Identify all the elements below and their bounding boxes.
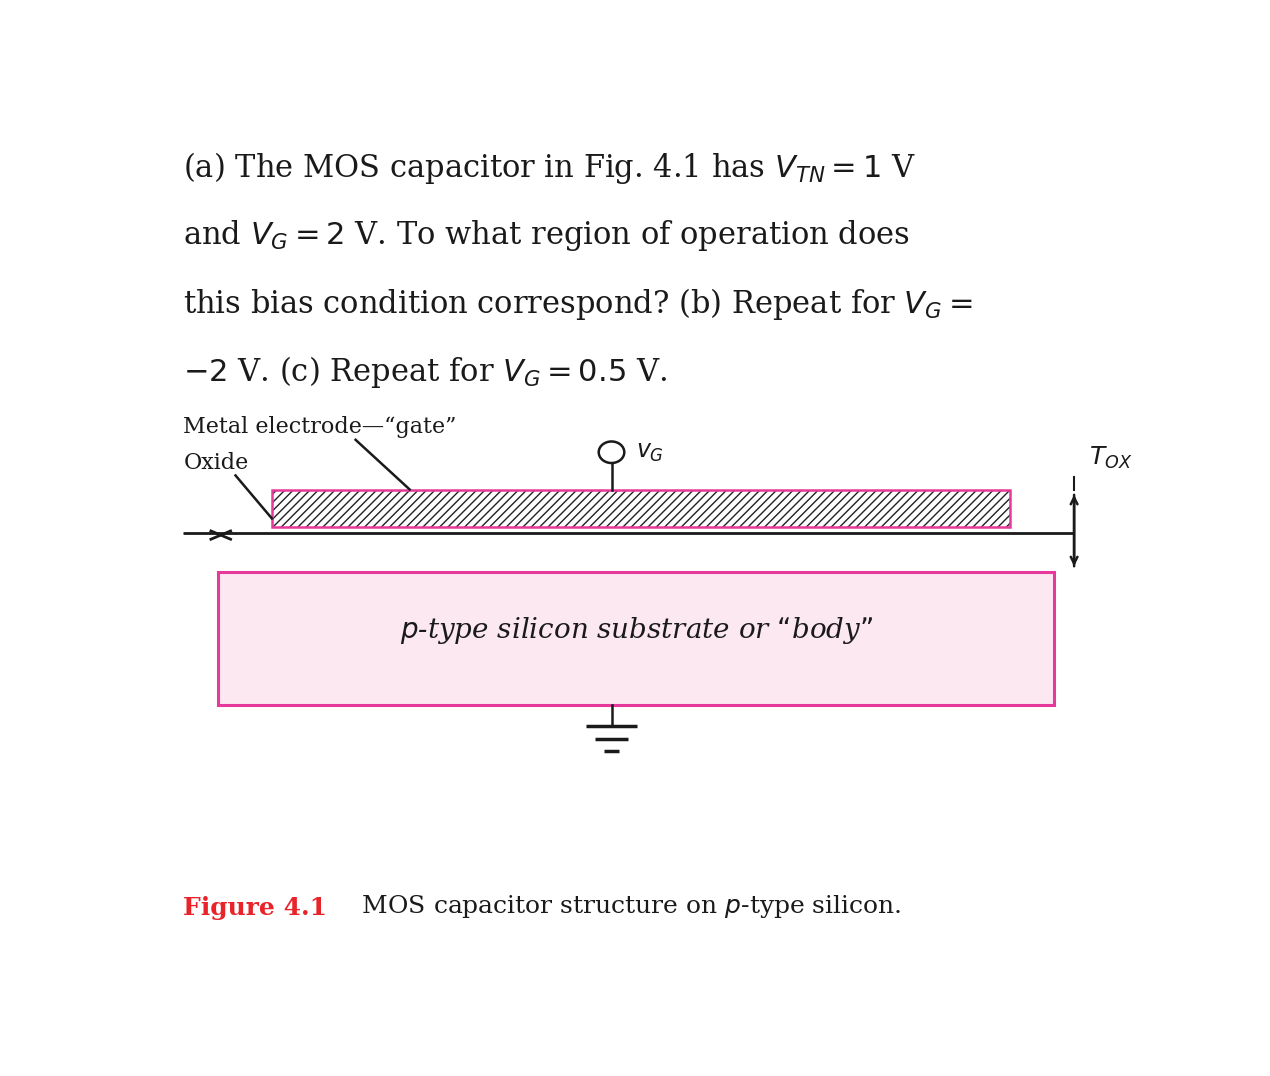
Text: Figure 4.1: Figure 4.1 xyxy=(183,896,328,920)
Bar xyxy=(272,490,1010,527)
Text: $T_{OX}$: $T_{OX}$ xyxy=(1088,445,1133,471)
Text: (a) The MOS capacitor in Fig. 4.1 has $V_{TN}=1$ V: (a) The MOS capacitor in Fig. 4.1 has $V… xyxy=(183,150,917,186)
Text: $p$-type silicon substrate or “body”: $p$-type silicon substrate or “body” xyxy=(400,614,872,646)
Text: $v_G$: $v_G$ xyxy=(636,441,664,464)
Text: MOS capacitor structure on $p$-type silicon.: MOS capacitor structure on $p$-type sili… xyxy=(345,893,902,920)
Text: $-2$ V. (c) Repeat for $V_G=0.5$ V.: $-2$ V. (c) Repeat for $V_G=0.5$ V. xyxy=(183,354,668,390)
Text: Oxide: Oxide xyxy=(183,452,249,475)
Text: Metal electrode—“gate”: Metal electrode—“gate” xyxy=(183,416,457,438)
Text: and $V_G=2$ V. To what region of operation does: and $V_G=2$ V. To what region of operati… xyxy=(183,217,911,253)
Text: this bias condition correspond? (b) Repeat for $V_G=$: this bias condition correspond? (b) Repe… xyxy=(183,286,973,322)
Bar xyxy=(272,490,1010,527)
Bar xyxy=(272,490,1010,527)
Bar xyxy=(218,572,1054,705)
